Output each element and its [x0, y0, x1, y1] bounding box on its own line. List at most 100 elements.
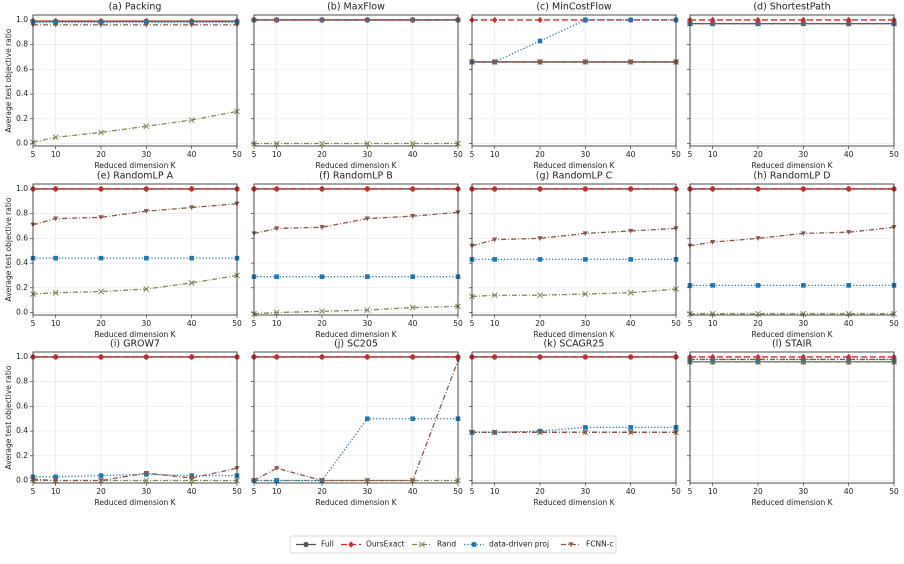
x-tick-label: 5 — [252, 150, 257, 159]
x-tick-label: 30 — [142, 319, 152, 328]
marker — [364, 307, 371, 314]
x-tick-label: 30 — [799, 319, 809, 328]
series-line — [32, 110, 238, 143]
marker — [537, 292, 543, 299]
x-tick-label: 30 — [581, 487, 591, 496]
marker — [410, 17, 416, 23]
x-tick-label: 10 — [272, 487, 282, 496]
marker — [144, 255, 149, 261]
marker — [274, 466, 280, 471]
marker — [801, 283, 806, 288]
x-axis-label: Reduced dimension K — [533, 330, 615, 339]
plot-frame — [471, 183, 677, 316]
marker — [348, 541, 354, 548]
y-tick-label: 1.0 — [16, 15, 28, 24]
marker — [273, 140, 280, 147]
x-tick-label: 20 — [753, 319, 763, 328]
x-tick-label: 40 — [408, 319, 418, 328]
marker — [319, 185, 325, 193]
x-tick-label: 5 — [31, 150, 36, 159]
plot-frame — [471, 351, 677, 484]
subplot-title: (f) RandomLP B — [319, 171, 393, 182]
marker — [98, 473, 104, 478]
plot-frame — [689, 14, 895, 147]
series-line — [32, 274, 238, 295]
marker — [143, 22, 149, 28]
marker — [365, 416, 370, 422]
marker — [537, 430, 543, 435]
x-axis-label: Reduced dimension K — [751, 330, 833, 339]
marker — [845, 310, 852, 317]
x-tick-label: 30 — [799, 150, 809, 159]
y-tick-label: 0.4 — [16, 426, 28, 435]
x-tick-label: 10 — [51, 319, 61, 328]
marker — [53, 22, 59, 28]
marker — [364, 17, 370, 23]
subplot-title: (a) Packing — [109, 2, 162, 13]
marker — [365, 274, 370, 279]
x-tick-label: 20 — [753, 487, 763, 496]
x-tick-label: 40 — [187, 150, 197, 159]
marker — [846, 357, 852, 363]
marker — [53, 474, 58, 480]
marker — [98, 185, 104, 193]
y-tick-label: 0.8 — [16, 209, 28, 218]
x-tick-label: 40 — [844, 150, 854, 159]
marker — [492, 257, 497, 262]
subplot: (c) MinCostFlow 5 10 20 30 40 50 Reduced dimens… — [469, 2, 681, 170]
marker — [410, 353, 416, 361]
marker — [98, 20, 104, 25]
y-tick-label: 1.0 — [16, 184, 28, 193]
series-line — [32, 467, 238, 482]
marker — [491, 292, 498, 299]
x-tick-label: 10 — [51, 487, 61, 496]
legend-label: data-driven proj — [489, 540, 549, 549]
subplot-title: (k) SCAGR25 — [544, 339, 605, 350]
legend-label: Rand — [437, 540, 456, 549]
marker — [492, 185, 498, 193]
series-line — [254, 418, 458, 482]
subplot: (k) SCAGR25 5 10 20 30 40 50 Reduced dimension … — [469, 339, 681, 507]
marker — [274, 274, 279, 279]
marker — [53, 255, 58, 261]
x-tick-label: 50 — [671, 319, 681, 328]
marker — [492, 16, 498, 24]
x-axis-label: Reduced dimension K — [533, 498, 615, 507]
marker — [98, 215, 104, 220]
x-tick-label: 5 — [470, 487, 475, 496]
plot-frame — [32, 183, 238, 316]
legend-label: Full — [321, 540, 334, 549]
x-tick-label: 30 — [581, 150, 591, 159]
x-tick-label: 40 — [844, 487, 854, 496]
x-axis-label: Reduced dimension K — [94, 161, 176, 170]
marker — [627, 289, 634, 296]
marker — [144, 20, 149, 25]
marker — [189, 473, 194, 478]
marker — [319, 225, 325, 230]
marker — [409, 140, 416, 147]
y-tick-label: 0.4 — [16, 258, 28, 267]
marker — [537, 38, 543, 44]
x-tick-label: 30 — [363, 319, 373, 328]
marker — [53, 478, 59, 484]
marker — [98, 129, 104, 136]
marker — [303, 541, 309, 548]
x-tick-label: 40 — [626, 319, 636, 328]
marker — [189, 475, 195, 481]
marker — [710, 283, 715, 288]
y-tick-label: 0.8 — [16, 377, 28, 386]
y-axis-label: Average test objective ratio — [4, 28, 13, 132]
subplot: (i) GROW7 5 10 20 30 40 50 0.0 0.2 0.4 0.6 0.8 1.0 Re… — [4, 339, 242, 508]
x-tick-label: 10 — [272, 150, 282, 159]
x-tick-label: 10 — [708, 487, 718, 496]
x-tick-label: 10 — [272, 319, 282, 328]
marker — [319, 274, 325, 279]
marker — [582, 353, 588, 361]
y-tick-label: 0.0 — [16, 139, 28, 148]
marker — [53, 353, 59, 361]
y-tick-label: 0.6 — [16, 64, 28, 73]
x-tick-label: 5 — [688, 150, 693, 159]
x-axis-label: Reduced dimension K — [751, 498, 833, 507]
x-tick-label: 50 — [671, 150, 681, 159]
y-axis-label: Average test objective ratio — [4, 365, 13, 469]
